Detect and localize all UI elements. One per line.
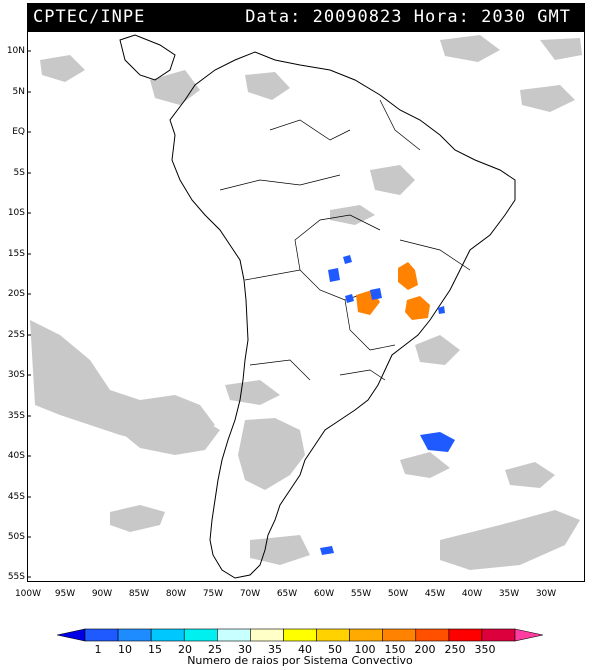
- colorbar-box: [481, 628, 516, 642]
- lat-label: 30S: [7, 370, 25, 380]
- lon-label: 45W: [424, 589, 446, 599]
- lat-label: 40S: [7, 451, 25, 461]
- colorbar-arrow-high: [514, 628, 543, 642]
- lon-label: 95W: [54, 589, 76, 599]
- colorbar-label: 20: [178, 643, 192, 656]
- lat-label: 5S: [13, 168, 25, 178]
- lon-label: 30W: [535, 589, 557, 599]
- lon-label: 55W: [350, 589, 372, 599]
- lon-label: 90W: [91, 589, 113, 599]
- lon-label: 85W: [128, 589, 150, 599]
- lon-label: 50W: [387, 589, 409, 599]
- colorbar-label: 25: [208, 643, 222, 656]
- lat-label: 25S: [7, 330, 25, 340]
- lat-label: 15S: [7, 249, 25, 259]
- colorbar-box: [349, 628, 383, 642]
- lat-label: 20S: [7, 289, 25, 299]
- colorbar-label: 350: [474, 643, 496, 656]
- lon-label: 80W: [165, 589, 187, 599]
- lon-label: 35W: [498, 589, 520, 599]
- coastline: [119, 34, 516, 579]
- colorbar-label: 100: [354, 643, 376, 656]
- lon-label: 60W: [313, 589, 335, 599]
- colorbar-label: 150: [384, 643, 406, 656]
- datetime-label: Data: 20090823 Hora: 2030 GMT: [245, 7, 571, 27]
- lat-label: 50S: [7, 532, 25, 542]
- colorbar-box: [415, 628, 450, 642]
- lat-label: 10N: [6, 46, 25, 56]
- lon-label: 100W: [14, 589, 42, 599]
- colorbar-label: 40: [298, 643, 312, 656]
- colorbar-label: 30: [238, 643, 252, 656]
- colorbar-label: 1: [94, 643, 102, 656]
- source-label: CPTEC/INPE: [33, 7, 146, 27]
- cloud-cover: [30, 35, 582, 570]
- lon-label: 40W: [461, 589, 483, 599]
- lon-label: 75W: [202, 589, 224, 599]
- colorbar-label: 10: [118, 643, 132, 656]
- colorbar-box: [150, 628, 185, 642]
- colorbar-box: [183, 628, 218, 642]
- lat-label: 35S: [7, 411, 25, 421]
- colorbar-box: [84, 628, 119, 642]
- colorbar-label: 250: [444, 643, 466, 656]
- country-borders: [219, 99, 471, 381]
- colorbar: [57, 628, 543, 642]
- colorbar-arrow-low: [57, 628, 86, 642]
- lat-label: 55S: [7, 572, 25, 582]
- convective-systems: [320, 255, 455, 555]
- lat-label: EQ: [12, 127, 25, 137]
- lat-label: 45S: [7, 492, 25, 502]
- colorbar-label: 200: [414, 643, 436, 656]
- lon-label: 65W: [276, 589, 298, 599]
- colorbar-box: [217, 628, 251, 642]
- colorbar-label: 50: [328, 643, 342, 656]
- lat-label: 10S: [7, 208, 25, 218]
- colorbar-label: 15: [148, 643, 162, 656]
- colorbar-box: [283, 628, 317, 642]
- lat-label: 5N: [12, 87, 25, 97]
- colorbar-box: [316, 628, 350, 642]
- colorbar-box: [250, 628, 284, 642]
- axis-ticks: [27, 50, 31, 578]
- map-frame: [27, 31, 585, 582]
- colorbar-title: Numero de raios por Sistema Convectivo: [187, 654, 413, 667]
- colorbar-label: 35: [268, 643, 282, 656]
- colorbar-box: [117, 628, 152, 642]
- colorbar-box: [382, 628, 417, 642]
- title-bar: CPTEC/INPE Data: 20090823 Hora: 2030 GMT: [27, 3, 585, 31]
- colorbar-box: [448, 628, 483, 642]
- lon-label: 70W: [239, 589, 261, 599]
